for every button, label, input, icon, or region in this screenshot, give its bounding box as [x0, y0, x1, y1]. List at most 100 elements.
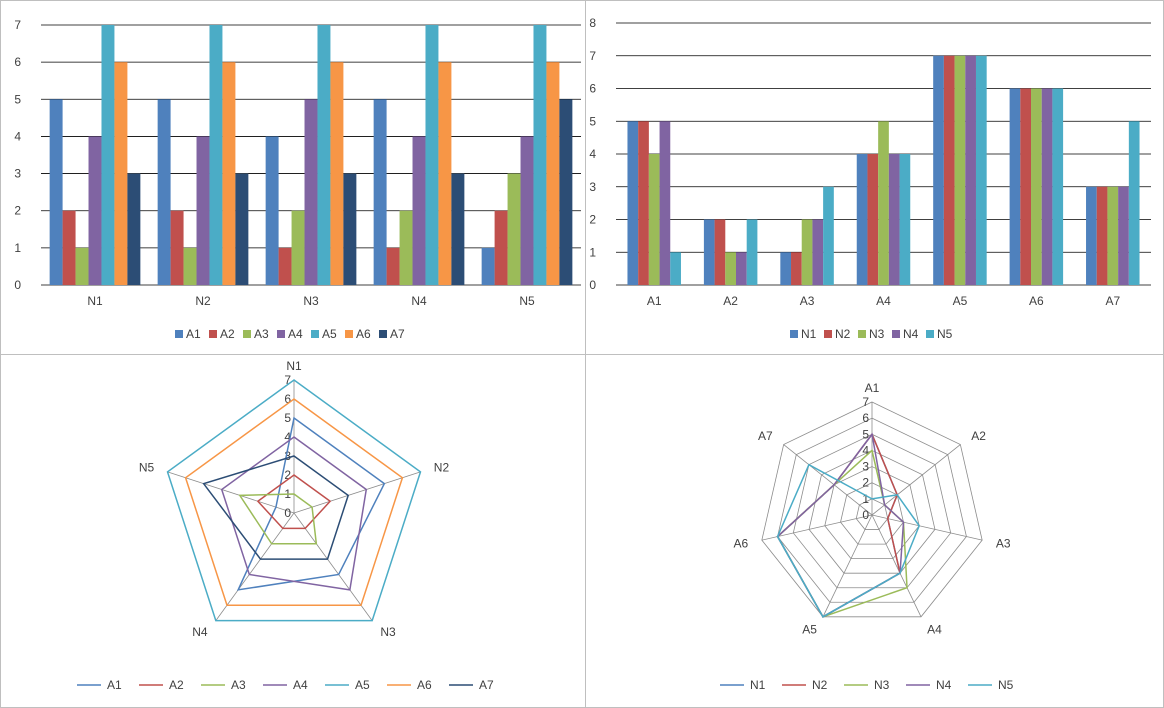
legend-swatch-A1: [175, 330, 183, 338]
radar-tick-label: 0: [284, 506, 291, 520]
legend-label-A1: A1: [107, 678, 122, 692]
bar-N1-A2: [703, 219, 715, 285]
bar-N4-A7: [1118, 186, 1129, 285]
bar-A1-N3: [265, 136, 279, 285]
bar-A3-N5: [507, 173, 521, 285]
bar-A4-N1: [88, 136, 102, 285]
bar-N1-A1: [627, 121, 639, 285]
bar-N2-A3: [791, 252, 802, 285]
bar-N4-A3: [812, 219, 824, 285]
bar-N3-A5: [954, 55, 966, 285]
bar-A4-N3: [304, 99, 318, 286]
bar-A1-N2: [157, 99, 171, 286]
legend-label-N2: N2: [812, 678, 828, 692]
y-tick-label: 0: [589, 278, 596, 292]
x-tick-label: A2: [723, 294, 738, 308]
bar-N4-A5: [965, 55, 976, 285]
radar-axis-label: N1: [286, 359, 302, 373]
x-tick-label: A6: [1029, 294, 1044, 308]
x-tick-label: A4: [876, 294, 891, 308]
radar-series-A6: [184, 398, 404, 606]
bar-N3-A1: [648, 154, 660, 285]
legend-label-A5: A5: [355, 678, 370, 692]
bar-A5-N3: [317, 25, 331, 285]
bar-N5-A1: [670, 252, 681, 285]
radar-series-N1: [776, 432, 901, 618]
y-tick-label: 6: [589, 82, 596, 96]
legend-label-A6: A6: [417, 678, 432, 692]
bar-A2-N4: [386, 247, 400, 285]
radar-series-A4: [220, 436, 368, 591]
bar-A6-N2: [222, 62, 236, 286]
bar-A7-N3: [343, 173, 357, 285]
legend-label-A2: A2: [169, 678, 184, 692]
radar-tick-label: 5: [862, 427, 869, 441]
radar-axis-label: N4: [192, 625, 208, 639]
y-tick-label: 2: [589, 213, 596, 227]
legend-swatch-A4: [277, 330, 285, 338]
legend-swatch-N1: [790, 330, 798, 338]
radar-series-A1: [236, 416, 386, 591]
legend-swatch-A3: [243, 330, 251, 338]
legend-label-A7: A7: [390, 327, 405, 341]
radar-tick-label: 7: [862, 395, 869, 409]
legend-swatch-A7: [379, 330, 387, 338]
bar-N1-A6: [1009, 88, 1021, 285]
bar-N4-A2: [735, 252, 747, 285]
radar-spoke: [783, 444, 873, 516]
y-tick-label: 8: [589, 16, 596, 30]
bar-N4-A1: [659, 121, 671, 285]
bar-N1-A5: [933, 55, 944, 285]
radar-tick-label: 4: [862, 443, 869, 457]
y-tick-label: 5: [14, 92, 21, 106]
radar-series-N2: [776, 432, 901, 618]
radar-spoke: [871, 444, 961, 516]
radar-spoke: [822, 514, 873, 617]
radar-gridring: [855, 498, 889, 530]
y-tick-label: 3: [589, 180, 596, 194]
radar-axis-label: A5: [802, 622, 817, 636]
radar-axis-label: A7: [758, 429, 773, 443]
legend-label-A3: A3: [231, 678, 246, 692]
bar-N2-A1: [638, 121, 649, 285]
radar-gridring: [808, 449, 936, 574]
legend-label-A6: A6: [356, 327, 371, 341]
bar-N5-A4: [899, 154, 911, 285]
legend-label-A7: A7: [479, 678, 494, 692]
bar-N5-A6: [1052, 88, 1064, 285]
bar-N2-A2: [714, 219, 726, 285]
bar-A2-N2: [170, 210, 184, 285]
bar-A2-N5: [494, 210, 508, 285]
radar-axis-label: N2: [434, 461, 450, 475]
bar-N4-A6: [1041, 88, 1053, 285]
y-tick-label: 3: [14, 167, 21, 181]
legend-swatch-A6: [345, 330, 353, 338]
radar-tick-label: 7: [284, 373, 291, 387]
legend-label-N2: N2: [835, 327, 851, 341]
bar-A4-N4: [412, 136, 426, 285]
y-tick-label: 7: [589, 49, 596, 63]
radar-axis-label: N5: [139, 461, 155, 475]
radar-axis-label: A6: [733, 536, 748, 550]
bar-N3-A7: [1107, 186, 1119, 285]
radar-series-N3: [776, 449, 908, 618]
bar-N5-A2: [746, 219, 758, 285]
x-tick-label: A5: [953, 294, 968, 308]
radar-tick-label: 1: [862, 492, 869, 506]
x-tick-label: A1: [647, 294, 662, 308]
bar-A5-N4: [425, 25, 439, 285]
legend-label-N5: N5: [998, 678, 1014, 692]
radar-axis-label: A4: [927, 622, 942, 636]
bar-A2-N1: [62, 210, 76, 285]
y-tick-label: 7: [14, 18, 21, 32]
legend-swatch-N4: [892, 330, 900, 338]
bar-N2-A6: [1020, 88, 1032, 285]
bar-N1-A3: [780, 252, 792, 285]
legend-swatch-N3: [858, 330, 866, 338]
radar-chart-by-n: N1 N2 N3 N4 N5 0 1 2 3 4 5 6 7 A1 A2 A3 A4 A5 A6 A7: [0, 355, 586, 708]
radar-tick-label: 6: [284, 392, 291, 406]
radar-tick-label: 5: [284, 411, 291, 425]
bar-N2-A4: [867, 154, 879, 285]
radar-series-A7: [202, 455, 350, 560]
bar-A3-N2: [183, 247, 197, 285]
